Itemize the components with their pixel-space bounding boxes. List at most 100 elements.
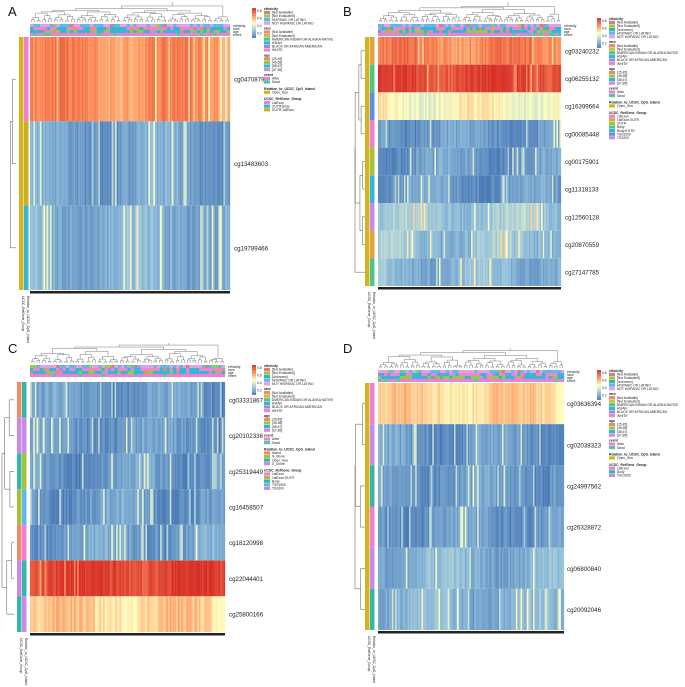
heatmap-cell: [481, 92, 484, 120]
heatmap-cell: [547, 147, 549, 176]
heatmap-cell: [484, 92, 487, 120]
annotation-cell-age: [153, 30, 157, 33]
heatmap-cell: [538, 64, 540, 93]
annotation-cell-race: [418, 373, 422, 376]
dendrogram-branch: [464, 364, 468, 368]
annotation-cell-ethnicity: [548, 24, 553, 27]
heatmap-cell: [548, 37, 551, 65]
annotation-cell-event: [381, 33, 385, 36]
heatmap-cell: [469, 175, 472, 203]
annotation-cell-race: [121, 368, 125, 371]
annotation-cell-race: [503, 27, 507, 30]
heatmap-cell: [494, 383, 496, 425]
heatmap-cell: [161, 596, 164, 632]
heatmap-cell: [398, 465, 400, 507]
heatmap-cell: [215, 382, 218, 418]
heatmap-cell: [426, 175, 429, 203]
heatmap-cell: [150, 524, 153, 561]
heatmap-cell: [73, 382, 76, 418]
heatmap-cell: [45, 121, 47, 206]
heatmap-cell: [445, 64, 447, 93]
scale-bar-cell: [597, 18, 601, 20]
annotation-cell-race: [106, 27, 111, 30]
annotation-cell-age: [215, 371, 219, 374]
heatmap-cell: [433, 588, 436, 630]
heatmap-cell: [453, 424, 456, 466]
heatmap-cell: [96, 453, 99, 490]
row-label: cg16399664: [565, 104, 600, 111]
annotation-cell-ethnicity: [50, 24, 54, 27]
heatmap-cell: [437, 203, 440, 231]
heatmap-cell: [171, 382, 174, 418]
heatmap-cell: [179, 489, 182, 525]
annotation-cell-race: [39, 368, 44, 371]
scale-bar-cell: [597, 394, 601, 396]
heatmap-cell: [199, 596, 201, 632]
heatmap-cell: [418, 465, 420, 507]
heatmap-cell: [484, 230, 487, 259]
heatmap-cell: [489, 588, 492, 630]
annotation-cell-age: [82, 371, 86, 374]
annotation-cell-event: [529, 379, 534, 382]
refgene-group-cell: [370, 506, 375, 548]
panel-letter: A: [8, 4, 17, 19]
heatmap-cell: [95, 37, 97, 122]
heatmap-cell: [445, 120, 447, 148]
annotation-cell-race: [30, 27, 34, 30]
heatmap-cell: [480, 92, 482, 120]
heatmap-cell: [62, 596, 65, 632]
heatmap-cell: [132, 489, 135, 525]
legend-swatch: [264, 64, 270, 68]
heatmap-cell: [206, 37, 209, 122]
heatmap-cell: [106, 596, 109, 632]
heatmap-cell: [387, 203, 389, 231]
annotation-cell-age: [182, 371, 187, 374]
dendrogram-branch: [215, 18, 222, 21]
heatmap-cell: [469, 465, 472, 507]
annotation-cell-ethnicity: [542, 370, 546, 373]
heatmap-cell: [551, 383, 554, 425]
annotation-cell-ethnicity: [533, 24, 537, 27]
heatmap-cell: [442, 258, 444, 286]
heatmap-cell: [218, 382, 221, 418]
scale-bar-cell: [252, 385, 256, 387]
annotation-cell-event: [56, 33, 61, 36]
annotation-cell-ethnicity: [421, 370, 425, 373]
annotation-cell-ethnicity: [80, 24, 84, 27]
heatmap-cell: [429, 506, 431, 548]
annotation-cell-age: [533, 30, 537, 33]
heatmap-cell: [85, 382, 88, 418]
annotation-cell-ethnicity: [56, 365, 60, 368]
heatmap-cell: [184, 417, 187, 454]
annotation-cell-event: [73, 33, 77, 36]
heatmap-cell: [208, 205, 211, 290]
heatmap-cell: [536, 424, 538, 466]
heatmap-cell: [213, 417, 216, 454]
heatmap-cell: [221, 524, 224, 561]
legend-swatch: [609, 426, 615, 430]
dendrogram-branch: [88, 19, 92, 22]
heatmap-cell: [127, 453, 130, 490]
heatmap-cell: [57, 596, 60, 632]
heatmap-cell: [402, 175, 405, 203]
heatmap-cell: [41, 489, 44, 525]
heatmap-cell: [147, 524, 149, 561]
column-tick-bar: [378, 631, 564, 634]
heatmap-cell: [550, 37, 552, 65]
heatmap-cell: [457, 506, 459, 548]
scale-bar-cell: [252, 17, 256, 18]
heatmap-cell: [221, 453, 224, 490]
heatmap-cell: [43, 205, 46, 290]
heatmap-cell: [427, 424, 430, 466]
heatmap-cell: [442, 147, 444, 176]
annotation-cell-event: [192, 374, 196, 377]
heatmap-cell: [405, 92, 408, 120]
heatmap-cell: [517, 465, 520, 507]
row-dendrogram-branch: [358, 64, 362, 121]
heatmap-row: [378, 588, 565, 630]
heatmap-cell: [195, 489, 198, 525]
heatmap-cell: [116, 382, 118, 418]
heatmap-cell: [523, 547, 526, 589]
annotation-cell-ethnicity: [206, 24, 211, 27]
